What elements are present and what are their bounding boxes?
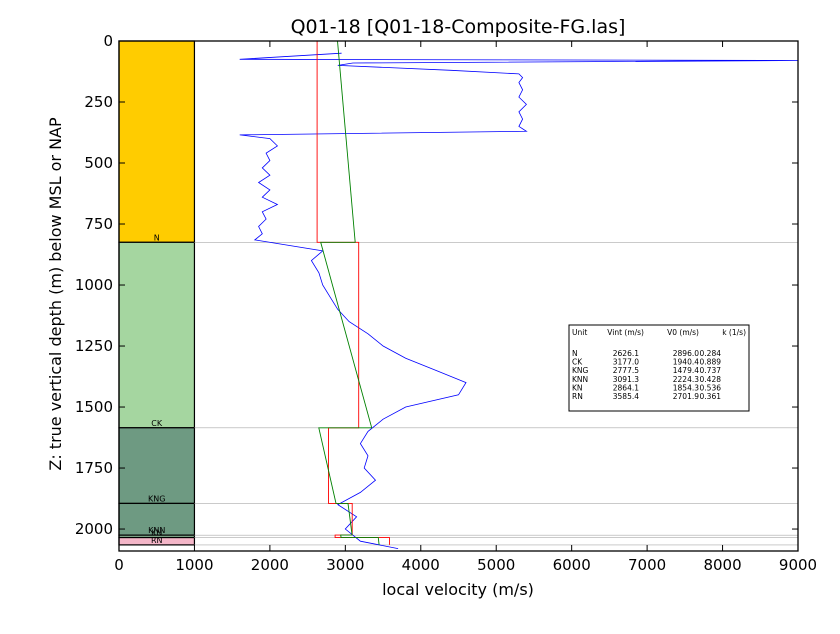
y-axis-label: Z: true vertical depth (m) below MSL or … xyxy=(46,117,65,471)
unit-label-ck: CK xyxy=(151,419,163,428)
x-tick-label: 2000 xyxy=(251,556,289,574)
table-cell: 1854.3 xyxy=(673,383,699,392)
table-header-cell: Unit xyxy=(572,328,587,337)
series-v0-k-trend xyxy=(318,40,380,545)
table-cell: 3585.4 xyxy=(613,392,639,401)
table-cell: 3177.0 xyxy=(613,358,639,367)
summary-table: Unit Vint (m/s) V0 (m/s) k (1/s) N 2626.1 2896… xyxy=(568,324,750,412)
table-cell: 0.536 xyxy=(700,383,722,392)
x-tick-label: 0 xyxy=(114,556,124,574)
y-tick-label: 1500 xyxy=(75,398,113,416)
table-cell: KNN xyxy=(572,375,588,384)
unit-block-knn xyxy=(118,502,196,536)
x-tick-label: 4000 xyxy=(402,556,440,574)
axes-frame xyxy=(118,40,799,552)
table-header-cell: Vint (m/s) xyxy=(607,328,644,337)
table-cell: RN xyxy=(572,392,583,401)
chart-title: Q01-18 [Q01-18-Composite-FG.las] xyxy=(291,16,626,38)
unit-label-n: N xyxy=(154,233,160,242)
series-well-log xyxy=(239,52,799,549)
table-cell: 0.428 xyxy=(700,375,722,384)
table-cell: 2896.0 xyxy=(673,349,699,358)
table-cell: 3091.3 xyxy=(613,375,639,384)
table-cell: 2777.5 xyxy=(613,366,639,375)
boundary-lines xyxy=(194,242,798,546)
table-cell: KNG xyxy=(572,366,589,375)
table-cell: KN xyxy=(572,383,583,392)
x-tick-label: 8000 xyxy=(703,556,741,574)
table-header-cell: k (1/s) xyxy=(722,328,746,337)
table-header-cell: V0 (m/s) xyxy=(667,328,699,337)
y-tick-label: 1750 xyxy=(75,459,113,477)
y-tick-label: 1250 xyxy=(75,337,113,355)
unit-label-kng: KNG xyxy=(148,494,165,503)
table-cell: 0.889 xyxy=(700,358,722,367)
table-cell: 0.361 xyxy=(700,392,722,401)
x-axis-label: local velocity (m/s) xyxy=(382,580,534,599)
table-cell: 2224.3 xyxy=(673,375,699,384)
unit-label-knn: KNN xyxy=(148,526,165,535)
axis-ticks: 0 1000 2000 3000 4000 5000 6000 7000 8000 9000 0 25… xyxy=(75,32,817,574)
y-tick-label: 750 xyxy=(84,215,113,233)
x-tick-label: 5000 xyxy=(477,556,515,574)
x-tick-label: 7000 xyxy=(628,556,666,574)
x-tick-label: 9000 xyxy=(779,556,817,574)
unit-block-kng xyxy=(118,427,196,505)
y-tick-label: 2000 xyxy=(75,520,113,538)
y-tick-label: 0 xyxy=(103,32,113,50)
y-tick-label: 250 xyxy=(84,93,113,111)
unit-block-ck xyxy=(118,241,196,429)
plot-frame xyxy=(118,40,799,552)
table-cell: 2864.1 xyxy=(613,383,639,392)
table-cell: N xyxy=(572,349,578,358)
table-cell: 1940.4 xyxy=(673,358,699,367)
data-series xyxy=(239,40,799,549)
x-tick-label: 1000 xyxy=(175,556,213,574)
table-cell: 0.284 xyxy=(700,349,722,358)
table-cell: 1479.4 xyxy=(673,366,699,375)
unit-label-rn: RN xyxy=(151,536,163,545)
unit-block-n xyxy=(118,40,196,243)
summary-table-box xyxy=(568,324,750,412)
x-tick-label: 3000 xyxy=(326,556,364,574)
y-tick-label: 500 xyxy=(84,154,113,172)
y-tick-label: 1000 xyxy=(75,276,113,294)
table-cell: CK xyxy=(572,358,583,367)
table-cell: 0.737 xyxy=(700,366,722,375)
x-tick-label: 6000 xyxy=(553,556,591,574)
table-cell: 2626.1 xyxy=(613,349,639,358)
unit-label-kn: KN xyxy=(151,529,162,538)
table-cell: 2701.9 xyxy=(673,392,699,401)
